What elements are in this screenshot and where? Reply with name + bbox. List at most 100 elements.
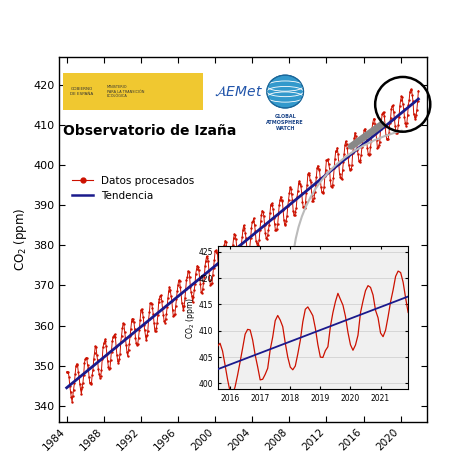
Point	[378, 110, 386, 118]
Point	[155, 295, 163, 302]
Point	[329, 182, 337, 189]
Point	[328, 183, 336, 191]
Point	[405, 101, 412, 109]
Text: $\mathcal{A}$EMet: $\mathcal{A}$EMet	[213, 84, 263, 99]
Point	[307, 179, 315, 186]
Point	[219, 258, 227, 266]
Point	[286, 183, 294, 191]
Point	[375, 142, 383, 149]
Point	[246, 247, 253, 255]
Point	[72, 362, 80, 370]
Point	[205, 266, 213, 274]
Point	[324, 155, 332, 163]
Point	[322, 166, 329, 173]
Point	[280, 216, 288, 224]
Point	[340, 150, 348, 157]
Point	[109, 337, 116, 345]
Point	[357, 151, 365, 158]
Point	[302, 189, 310, 197]
Point	[228, 248, 236, 256]
Point	[134, 340, 142, 347]
Point	[374, 145, 381, 152]
Point	[344, 145, 351, 152]
Point	[369, 119, 376, 127]
Point	[141, 327, 148, 334]
Point	[120, 320, 128, 328]
Point	[274, 220, 282, 228]
Point	[210, 256, 218, 264]
Point	[401, 113, 408, 121]
Point	[368, 125, 376, 132]
Point	[200, 280, 207, 287]
Point	[365, 151, 373, 158]
Point	[284, 202, 292, 210]
Point	[208, 280, 215, 288]
Point	[193, 265, 201, 273]
Point	[398, 92, 405, 100]
Point	[341, 141, 349, 149]
Point	[154, 311, 162, 319]
Point	[84, 364, 92, 372]
Point	[312, 173, 320, 181]
Point	[133, 341, 141, 349]
Point	[168, 297, 175, 304]
Point	[408, 85, 415, 93]
Point	[122, 341, 130, 349]
Point	[97, 373, 104, 380]
Point	[310, 197, 317, 205]
Point	[72, 370, 79, 377]
Point	[195, 266, 203, 274]
Point	[172, 302, 180, 310]
Point	[414, 98, 421, 105]
Point	[407, 86, 414, 94]
Point	[237, 250, 245, 257]
Point	[206, 276, 213, 284]
Point	[221, 237, 229, 244]
Point	[201, 273, 208, 281]
Point	[234, 249, 241, 256]
Point	[255, 237, 263, 244]
Point	[69, 392, 77, 399]
Ellipse shape	[267, 75, 303, 108]
Point	[132, 339, 140, 347]
Point	[126, 340, 133, 347]
Point	[110, 332, 118, 339]
Point	[384, 135, 392, 142]
Point	[138, 305, 146, 313]
Point	[153, 325, 160, 332]
Point	[268, 200, 275, 207]
Point	[396, 102, 404, 109]
Point	[163, 310, 170, 318]
Point	[300, 203, 308, 211]
Point	[334, 150, 342, 157]
Point	[247, 225, 255, 232]
Point	[73, 360, 81, 368]
Point	[129, 316, 137, 323]
Point	[275, 210, 283, 218]
Point	[101, 335, 109, 343]
Point	[117, 338, 125, 346]
Point	[352, 132, 360, 140]
Point	[203, 253, 210, 260]
Point	[98, 366, 105, 374]
Point	[337, 174, 345, 182]
Point	[283, 217, 290, 225]
Point	[157, 292, 165, 299]
Point	[282, 221, 289, 228]
Point	[301, 204, 309, 212]
Point	[264, 231, 272, 239]
Point	[412, 111, 420, 119]
Point	[350, 144, 357, 151]
Point	[63, 368, 71, 376]
Point	[155, 299, 163, 306]
Point	[260, 212, 268, 219]
Point	[272, 226, 279, 234]
Point	[249, 218, 257, 225]
Point	[409, 91, 416, 99]
Point	[88, 371, 96, 379]
Point	[316, 166, 323, 173]
Point	[74, 368, 82, 375]
Point	[176, 277, 183, 285]
Point	[263, 235, 271, 242]
Point	[114, 357, 121, 365]
